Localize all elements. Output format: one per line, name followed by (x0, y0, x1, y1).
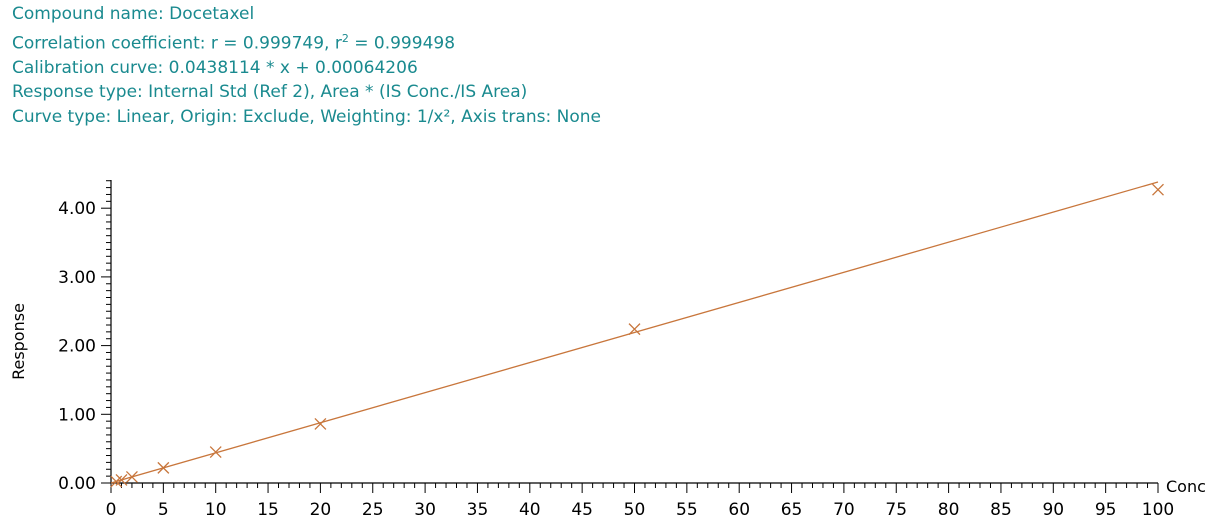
data-point (1152, 183, 1164, 196)
x-tick-label: 30 (414, 500, 436, 520)
fit-line-layer (110, 181, 1159, 484)
calibration-fit-line (110, 181, 1159, 484)
x-tick-label: 5 (158, 500, 169, 520)
data-points-layer (110, 183, 1164, 488)
r-squared-superscript: 2 (341, 31, 349, 45)
calibration-info: Compound name: Docetaxel Correlation coe… (12, 2, 601, 129)
y-tick-label: 0.00 (58, 474, 96, 494)
x-tick-label: 85 (990, 500, 1012, 520)
data-point (115, 474, 128, 486)
axes (101, 180, 1159, 493)
x-tick-label: 65 (781, 500, 803, 520)
x-tick-label: 20 (310, 500, 332, 520)
x-tick-label: 35 (467, 500, 489, 520)
response-type: Response type: Internal Std (Ref 2), Are… (12, 82, 528, 103)
x-tick-label: 15 (257, 500, 279, 520)
data-point (628, 323, 641, 336)
data-point (314, 417, 327, 430)
correlation-suffix: = 0.999498 (348, 33, 456, 54)
x-tick-label: 10 (205, 500, 227, 520)
x-tick-label: 45 (571, 500, 593, 520)
x-tick-label: 100 (1142, 500, 1174, 520)
x-tick-label: 25 (362, 500, 384, 520)
x-tick-label: 95 (1095, 500, 1117, 520)
x-tick-label: 50 (624, 500, 646, 520)
x-tick-label: 70 (833, 500, 855, 520)
y-tick-label: 2.00 (58, 337, 96, 357)
x-tick-label: 60 (728, 500, 750, 520)
y-axis-title: Response (9, 303, 28, 380)
curve-type: Curve type: Linear, Origin: Exclude, Wei… (12, 106, 601, 127)
data-point (209, 446, 222, 459)
data-point (157, 461, 170, 474)
x-tick-label: 40 (519, 500, 541, 520)
calibration-curve: Calibration curve: 0.0438114 * x + 0.000… (12, 57, 418, 78)
correlation-prefix: Correlation coefficient: r = 0.999749, r (12, 33, 342, 54)
data-point (125, 470, 138, 483)
x-tick-label: 55 (676, 500, 698, 520)
x-axis-title: Conc (1166, 477, 1206, 496)
y-tick-label: 4.00 (58, 199, 96, 219)
x-tick-label: 80 (938, 500, 960, 520)
x-tick-label: 75 (885, 500, 907, 520)
y-tick-label: 3.00 (58, 268, 96, 288)
correlation-coefficient: Correlation coefficient: r = 0.999749, r… (12, 27, 601, 56)
x-tick-label: 0 (106, 500, 117, 520)
y-tick-label: 1.00 (58, 405, 96, 425)
compound-name: Compound name: Docetaxel (12, 4, 255, 24)
labels-layer: 0 5 10 15 20 25 30 35 40 45 50 55 60 65 70 75 80 85 90 95 10… (9, 199, 1206, 520)
x-tick-label: 90 (1042, 500, 1064, 520)
